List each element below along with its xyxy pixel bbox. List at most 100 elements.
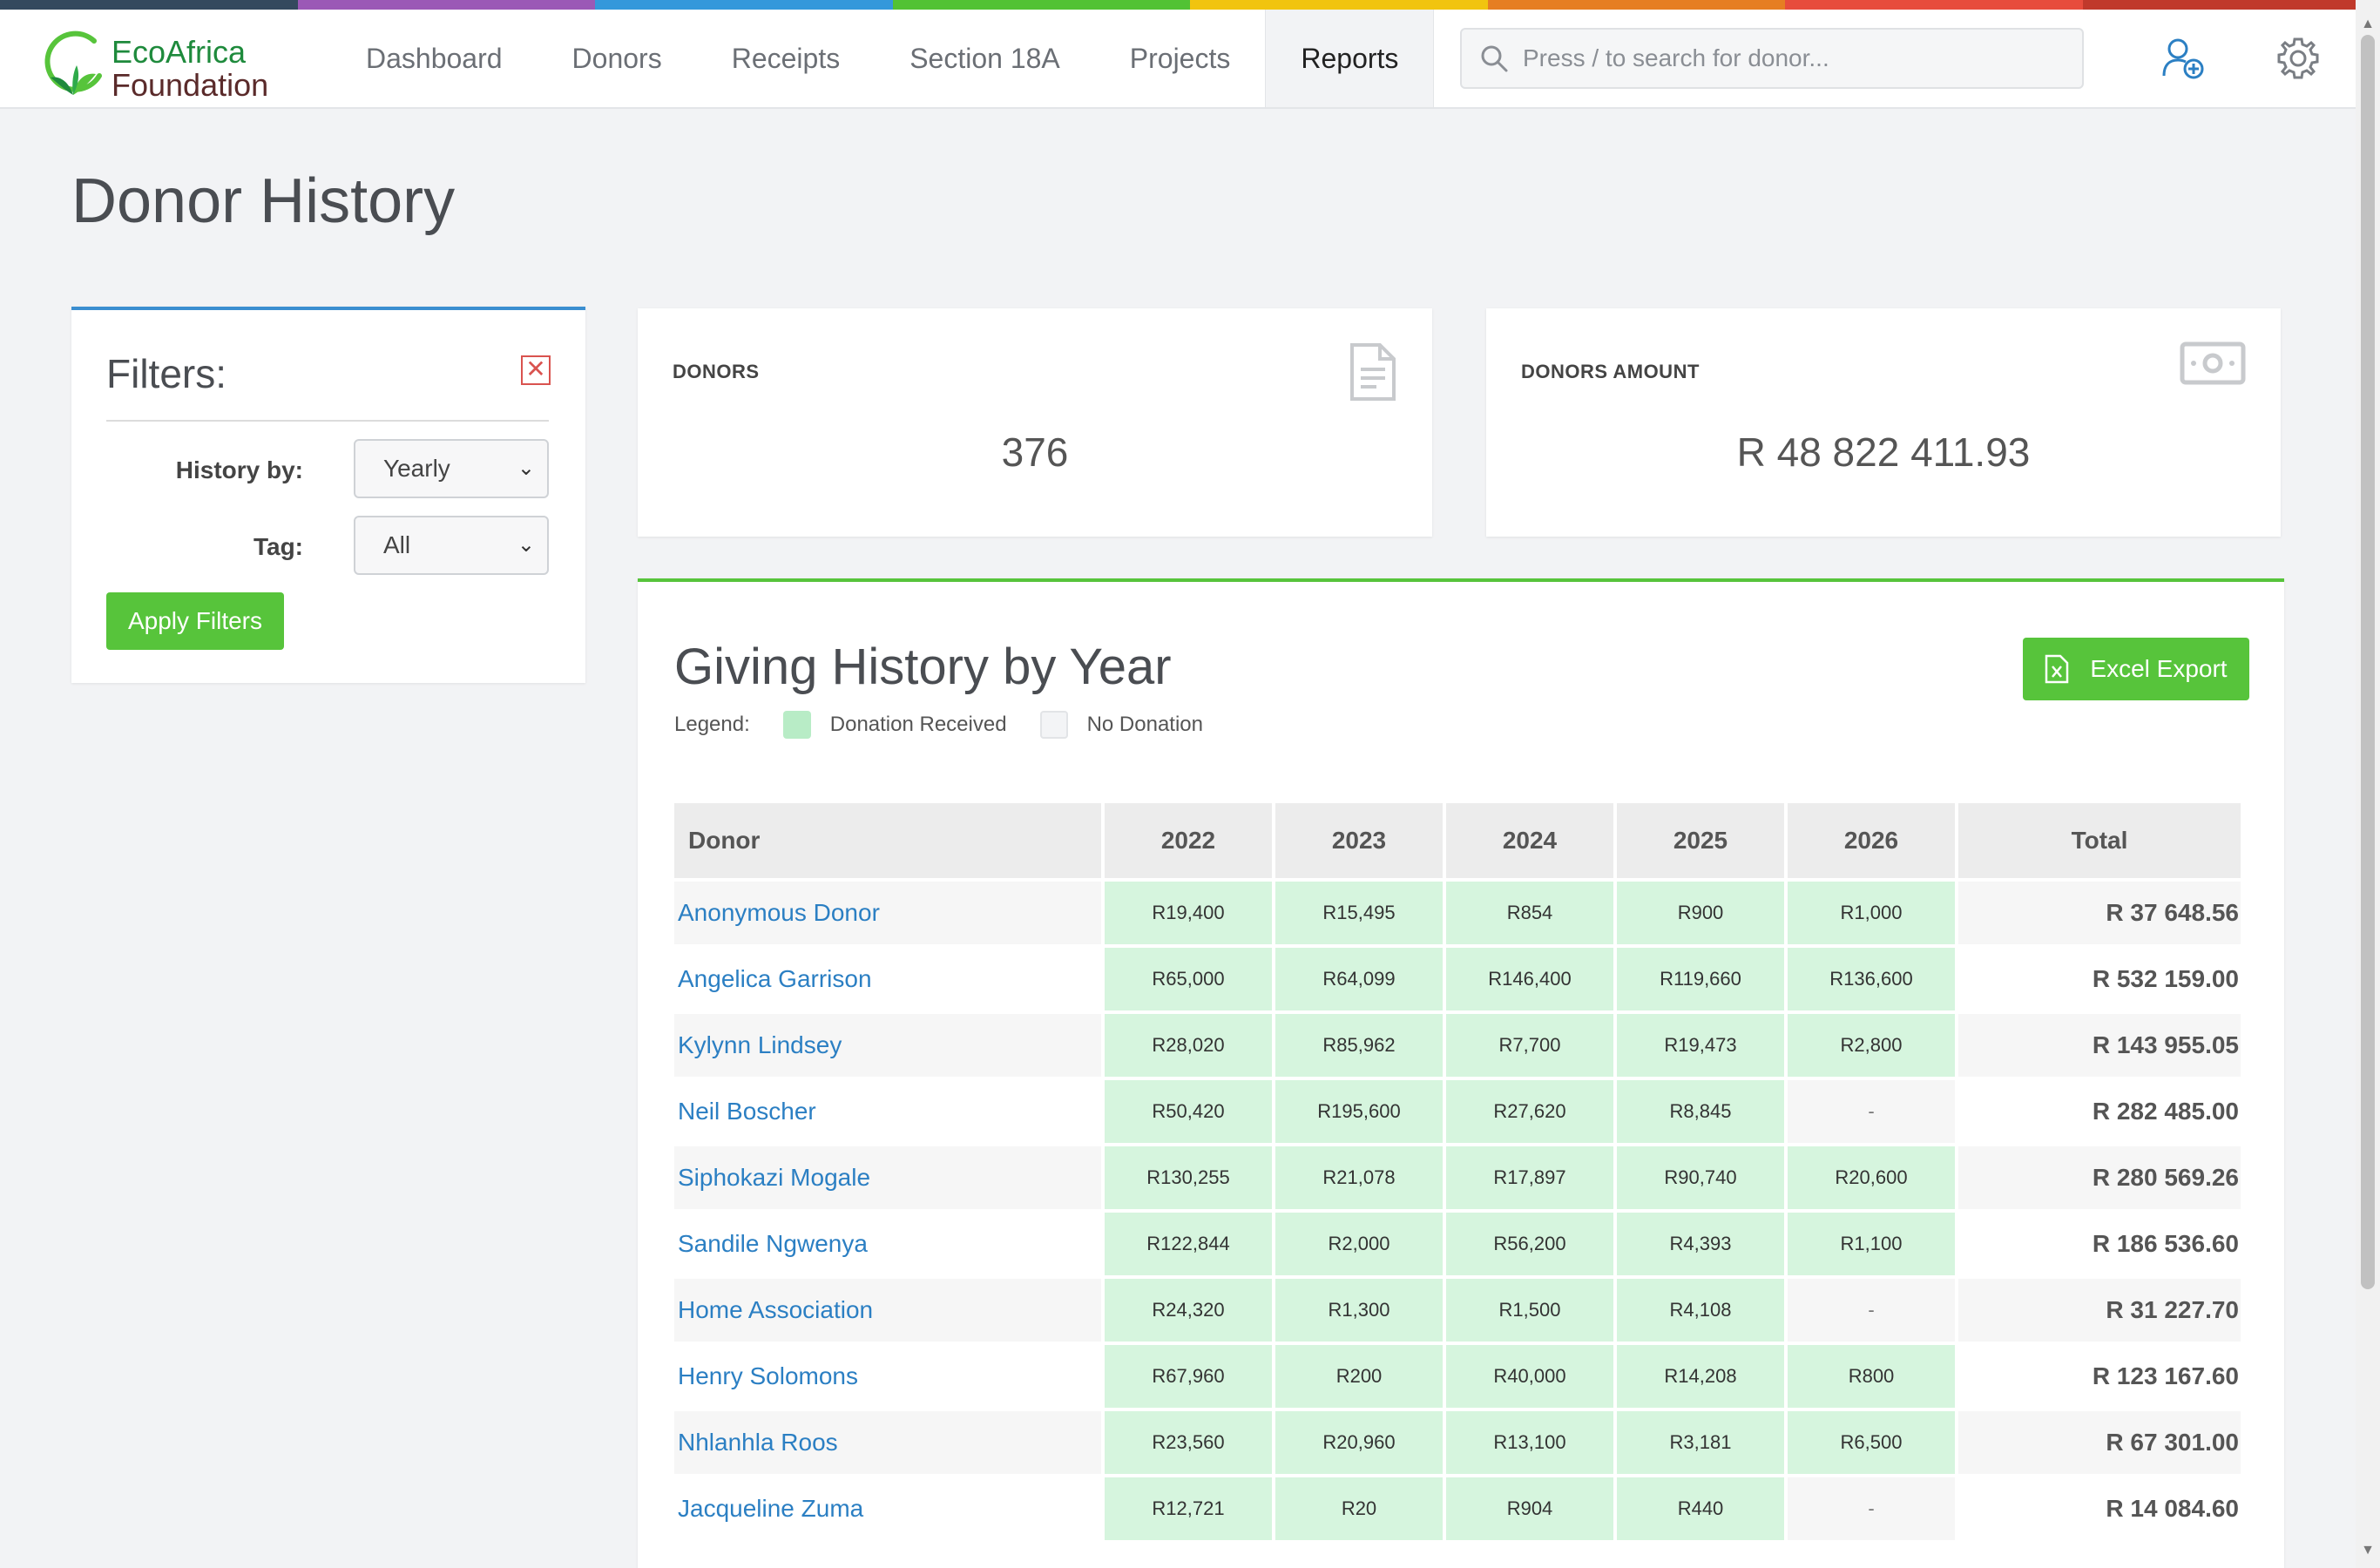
color-strip-segment xyxy=(892,0,1190,10)
scrollbar-thumb[interactable] xyxy=(2361,35,2375,1289)
leaf-logo-icon xyxy=(44,30,102,95)
excel-file-icon xyxy=(2045,654,2069,684)
nav-projects[interactable]: Projects xyxy=(1129,42,1231,74)
close-filters-icon[interactable]: ✕ xyxy=(521,355,551,385)
year-amount-cell: - xyxy=(1788,1080,1955,1143)
year-amount-cell: R200 xyxy=(1275,1345,1443,1408)
donor-name-link[interactable]: Kylynn Lindsey xyxy=(674,1014,1101,1077)
year-amount-cell: R85,962 xyxy=(1275,1014,1443,1077)
add-user-icon[interactable] xyxy=(2159,34,2208,83)
filters-divider xyxy=(106,420,549,422)
year-amount-cell: R854 xyxy=(1446,882,1613,944)
gear-icon[interactable] xyxy=(2274,34,2323,83)
year-amount-cell: R136,600 xyxy=(1788,948,1955,1010)
column-header-year[interactable]: 2026 xyxy=(1788,803,1955,878)
year-amount-cell: R440 xyxy=(1617,1477,1784,1540)
table-row: Angelica Garrison R65,000 R64,099 R146,400 R… xyxy=(674,948,2241,1010)
donor-name-link[interactable]: Angelica Garrison xyxy=(678,965,872,992)
column-header-year[interactable]: 2022 xyxy=(1105,803,1272,878)
nav-receipts[interactable]: Receipts xyxy=(731,42,841,74)
color-strip-segment xyxy=(0,0,298,10)
excel-export-button[interactable]: Excel Export xyxy=(2023,638,2249,700)
year-amount-cell: R4,393 xyxy=(1617,1213,1784,1275)
year-amount-cell: R67,960 xyxy=(1105,1345,1272,1408)
giving-history-title: Giving History by Year xyxy=(674,639,1172,695)
year-amount-cell: R24,320 xyxy=(1105,1279,1272,1342)
year-amount-cell: R15,495 xyxy=(1275,882,1443,944)
legend: Legend: Donation Received No Donation xyxy=(674,711,1203,739)
column-header-donor[interactable]: Donor xyxy=(674,803,1101,878)
column-header-year[interactable]: 2024 xyxy=(1446,803,1613,878)
giving-history-card: Giving History by Year Excel Export Lege… xyxy=(638,578,2284,1568)
column-header-year[interactable]: 2023 xyxy=(1275,803,1443,878)
color-strip-segment xyxy=(2082,0,2380,10)
tag-row: Tag: All ⌄ xyxy=(106,516,549,575)
year-amount-cell: R900 xyxy=(1617,882,1784,944)
history-by-select[interactable]: Yearly ⌄ xyxy=(354,439,549,498)
color-strip-segment xyxy=(297,0,595,10)
nav-donors[interactable]: Donors xyxy=(571,42,662,74)
year-amount-cell: R13,100 xyxy=(1446,1411,1613,1474)
table-row: Henry Solomons R67,960 R200 R40,000 R14,208 R… xyxy=(674,1345,2241,1408)
year-amount-cell: R3,181 xyxy=(1617,1411,1784,1474)
year-amount-cell: R146,400 xyxy=(1446,948,1613,1010)
excel-export-label: Excel Export xyxy=(2090,655,2228,682)
donor-total-cell: R 67 301.00 xyxy=(1958,1411,2241,1474)
year-amount-cell: R130,255 xyxy=(1105,1146,1272,1209)
donors-amount-label: DONORS AMOUNT xyxy=(1521,361,1700,382)
donor-name-link[interactable]: Anonymous Donor xyxy=(674,882,1101,944)
page-scrollbar[interactable]: ▲ ▼ xyxy=(2356,0,2380,1568)
brand-name-line1: EcoAfrica xyxy=(112,34,247,70)
legend-swatch-none xyxy=(1039,711,1068,739)
scroll-down-arrow[interactable]: ▼ xyxy=(2361,1543,2375,1558)
apply-filters-button[interactable]: Apply Filters xyxy=(106,592,284,650)
donor-name-link[interactable]: Neil Boscher xyxy=(678,1098,816,1125)
year-amount-cell: R800 xyxy=(1788,1345,1955,1408)
year-amount-cell: R1,500 xyxy=(1446,1279,1613,1342)
search-input[interactable] xyxy=(1523,44,2063,72)
year-amount-cell: R2,800 xyxy=(1788,1014,1955,1077)
nav-dashboard[interactable]: Dashboard xyxy=(366,42,503,74)
tag-label: Tag: xyxy=(253,533,303,560)
year-amount-cell: R56,200 xyxy=(1446,1213,1613,1275)
year-amount-cell: R8,845 xyxy=(1617,1080,1784,1143)
color-strip-segment xyxy=(1785,0,2083,10)
nav-section-18a[interactable]: Section 18A xyxy=(909,42,1060,74)
chevron-down-icon: ⌄ xyxy=(517,456,535,480)
filters-title: Filters: xyxy=(106,351,227,396)
year-amount-cell: R904 xyxy=(1446,1477,1613,1540)
year-amount-cell: R17,897 xyxy=(1446,1146,1613,1209)
year-amount-cell: R12,721 xyxy=(1105,1477,1272,1540)
brand-logo[interactable]: EcoAfrica Foundation xyxy=(42,25,286,104)
table-row: Jacqueline Zuma R12,721 R20 R904 R440- R 14 0… xyxy=(674,1477,2241,1540)
scroll-up-arrow[interactable]: ▲ xyxy=(2361,17,2375,31)
tag-select[interactable]: All ⌄ xyxy=(354,516,549,575)
year-amount-cell: R50,420 xyxy=(1105,1080,1272,1143)
donor-name-link[interactable]: Home Association xyxy=(674,1279,1101,1342)
donor-name-link[interactable]: Henry Solomons xyxy=(678,1362,858,1389)
nav-reports[interactable]: Reports xyxy=(1265,10,1435,107)
donors-amount-stat-card: DONORS AMOUNT R 48 822 411.93 xyxy=(1486,308,2281,537)
year-amount-cell: R23,560 xyxy=(1105,1411,1272,1474)
year-amount-cell: R40,000 xyxy=(1446,1345,1613,1408)
donor-name-link[interactable]: Sandile Ngwenya xyxy=(678,1230,868,1257)
donor-total-cell: R 186 536.60 xyxy=(2092,1230,2239,1257)
history-by-value: Yearly xyxy=(383,455,450,482)
brand-name-line2: Foundation xyxy=(112,67,269,103)
year-amount-cell: R64,099 xyxy=(1275,948,1443,1010)
donor-total-cell: R 532 159.00 xyxy=(2092,965,2239,992)
donor-total-cell: R 31 227.70 xyxy=(1958,1279,2241,1342)
legend-label: Legend: xyxy=(674,713,750,736)
column-header-year[interactable]: 2025 xyxy=(1617,803,1784,878)
donor-total-cell: R 143 955.05 xyxy=(1958,1014,2241,1077)
donor-name-link[interactable]: Jacqueline Zuma xyxy=(678,1495,864,1522)
year-amount-cell: R90,740 xyxy=(1617,1146,1784,1209)
year-amount-cell: R122,844 xyxy=(1105,1213,1272,1275)
donor-name-link[interactable]: Nhlanhla Roos xyxy=(674,1411,1101,1474)
year-amount-cell: R2,000 xyxy=(1275,1213,1443,1275)
filters-panel: Filters: ✕ History by: Yearly ⌄ Tag: All… xyxy=(71,307,585,683)
donor-name-link[interactable]: Siphokazi Mogale xyxy=(674,1146,1101,1209)
table-row: Home Association R24,320 R1,300 R1,500 R4,10… xyxy=(674,1279,2241,1342)
color-strip-segment xyxy=(595,0,893,10)
column-header-total[interactable]: Total xyxy=(1958,803,2241,878)
